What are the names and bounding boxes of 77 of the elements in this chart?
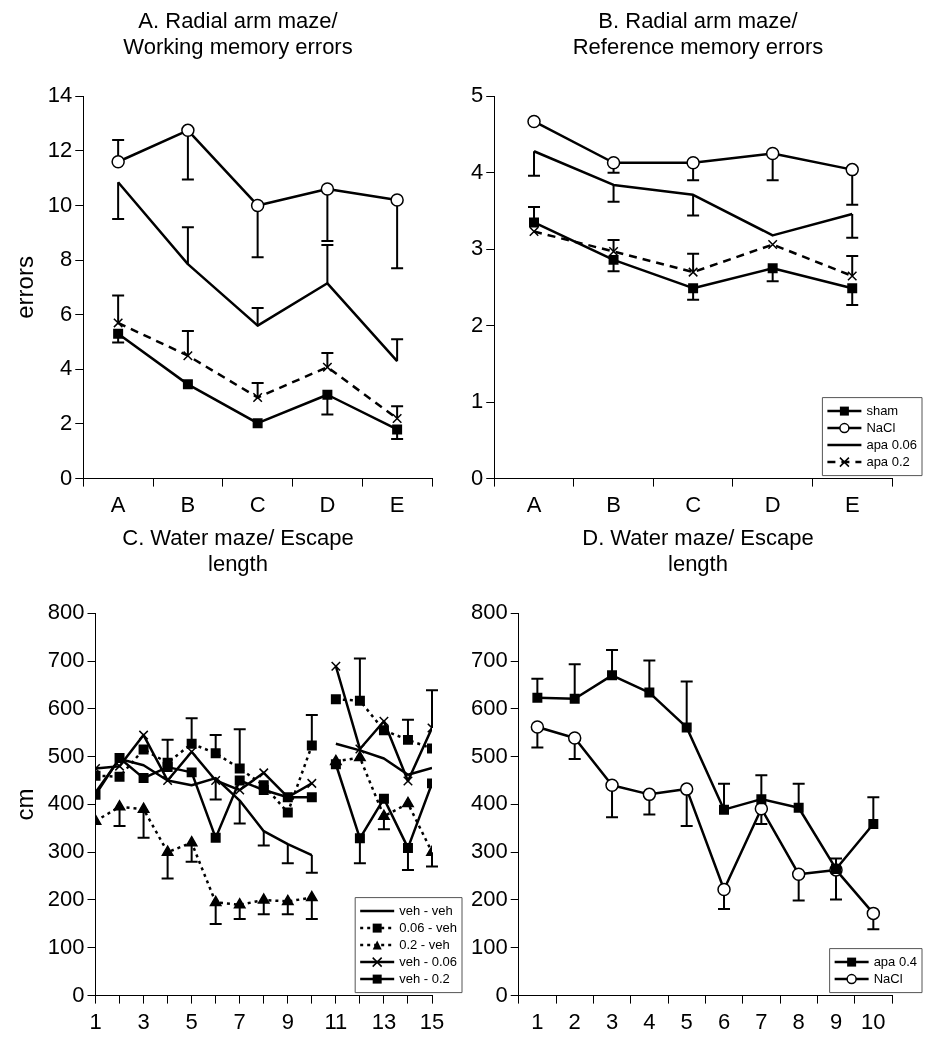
y-tick-label: 100 <box>470 933 508 959</box>
y-tick-label: 700 <box>470 647 508 673</box>
y-tick-label: 4 <box>60 355 73 381</box>
legend-label: apa 0.4 <box>873 953 917 969</box>
x-tick-label: B <box>606 491 621 517</box>
y-axis-title: errors <box>11 256 39 319</box>
y-tick-label: 10 <box>47 191 73 217</box>
y-tick-label: 400 <box>470 790 508 816</box>
y-tick-label: 8 <box>60 246 73 272</box>
x-tick-label: A <box>110 491 126 517</box>
x-tick-label: 1 <box>89 1008 102 1034</box>
chart-title: D. Water maze/ Escape length <box>581 525 815 578</box>
legend-label: apa 0.2 <box>866 453 910 469</box>
y-tick-label: 0 <box>495 981 508 1007</box>
y-tick-label: 200 <box>47 886 85 912</box>
y-tick-label: 0 <box>60 464 73 490</box>
x-tick-label: 10 <box>861 1008 886 1034</box>
y-tick-label: 4 <box>470 158 484 184</box>
y-tick-label: 100 <box>47 933 85 959</box>
x-tick-label: 2 <box>568 1008 581 1034</box>
x-tick-label: 1 <box>531 1008 544 1034</box>
chart-title: A. Radial arm maze/ Working memory errors <box>122 8 354 61</box>
x-tick-label: D <box>764 491 781 517</box>
legend-label: veh - 0.2 <box>399 970 450 986</box>
y-tick-label: 14 <box>47 82 73 108</box>
legend-label: 0.06 - veh <box>399 919 458 935</box>
x-tick-label: 4 <box>643 1008 656 1034</box>
y-tick-label: 800 <box>470 599 508 625</box>
y-axis-title: cm <box>11 788 39 821</box>
y-tick-label: 200 <box>470 886 508 912</box>
legend-label: 0.2 - veh <box>399 936 450 952</box>
x-tick-label: C <box>249 491 266 517</box>
x-tick-label: 11 <box>324 1008 348 1034</box>
y-tick-label: 300 <box>470 838 508 864</box>
y-tick-label: 0 <box>470 464 484 490</box>
chart-title: B. Radial arm maze/ Reference memory errors <box>571 8 825 61</box>
x-tick-label: 8 <box>792 1008 805 1034</box>
legend-label: NaCl <box>873 970 903 986</box>
y-tick-label: 0 <box>72 981 85 1007</box>
legend-label: NaCl <box>866 419 896 435</box>
y-tick-label: 500 <box>470 742 508 768</box>
x-tick-label: 7 <box>755 1008 768 1034</box>
chart-title: C. Water maze/ Escape length <box>121 525 355 578</box>
y-tick-label: 12 <box>47 136 73 162</box>
legend-label: sham <box>866 402 899 418</box>
legend-label: veh - veh <box>399 902 453 918</box>
x-tick-label: 13 <box>371 1008 397 1034</box>
y-tick-label: 500 <box>47 742 85 768</box>
x-tick-label: B <box>180 491 196 517</box>
x-tick-label: 5 <box>680 1008 693 1034</box>
x-tick-label: 3 <box>605 1008 619 1034</box>
x-tick-label: E <box>844 491 860 517</box>
y-tick-label: 5 <box>470 82 484 108</box>
x-tick-label: 9 <box>281 1008 294 1034</box>
y-tick-label: 3 <box>470 235 484 261</box>
y-tick-label: 2 <box>470 311 484 337</box>
x-tick-label: C <box>685 491 702 517</box>
y-tick-label: 2 <box>60 410 73 436</box>
y-tick-label: 1 <box>470 388 484 414</box>
y-tick-label: 600 <box>470 694 508 720</box>
y-tick-label: 700 <box>47 647 85 673</box>
x-tick-label: D <box>319 491 336 517</box>
y-tick-label: 600 <box>47 694 85 720</box>
y-tick-label: 6 <box>60 300 73 326</box>
x-tick-label: 15 <box>419 1008 445 1034</box>
y-tick-label: 400 <box>47 790 85 816</box>
x-tick-label: 9 <box>829 1008 843 1034</box>
x-tick-label: 3 <box>137 1008 150 1034</box>
x-tick-label: 5 <box>185 1008 198 1034</box>
y-tick-label: 800 <box>47 599 85 625</box>
x-tick-label: A <box>526 491 542 517</box>
legend-label: veh - 0.06 <box>399 953 458 969</box>
x-tick-label: E <box>389 491 405 517</box>
x-tick-label: 7 <box>233 1008 246 1034</box>
legend-label: apa 0.06 <box>866 436 918 452</box>
y-tick-label: 300 <box>47 838 85 864</box>
x-tick-label: 6 <box>717 1008 731 1034</box>
